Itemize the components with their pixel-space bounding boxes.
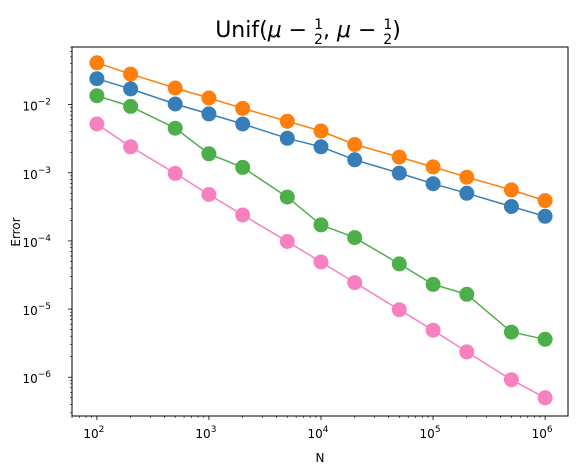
data-point	[89, 55, 105, 71]
x-tick-label: 104	[307, 425, 328, 441]
data-point	[503, 372, 519, 388]
data-point	[347, 230, 363, 246]
data-point	[503, 199, 519, 214]
data-point	[503, 182, 519, 198]
data-point	[123, 66, 139, 82]
plot-frame	[71, 46, 569, 417]
data-point	[201, 106, 217, 122]
data-point	[391, 165, 407, 181]
data-point	[459, 286, 475, 302]
data-point	[425, 276, 441, 292]
data-point	[425, 159, 441, 175]
data-point	[279, 234, 295, 249]
data-point	[537, 331, 553, 347]
data-point	[459, 185, 475, 201]
x-axis-label: N	[316, 451, 325, 465]
y-tick-label: 10−2	[22, 98, 51, 114]
data-point	[123, 81, 139, 97]
data-point	[201, 146, 217, 162]
x-tick-label: 106	[532, 425, 553, 441]
y-tick-label: 10−5	[22, 302, 51, 318]
data-point	[235, 116, 251, 132]
data-point	[459, 169, 475, 185]
data-point	[313, 217, 329, 233]
data-point	[167, 165, 183, 181]
y-tick-label: 10−6	[22, 370, 51, 386]
data-point	[167, 120, 183, 136]
data-point	[537, 193, 553, 209]
data-point	[347, 152, 363, 168]
chart-title: Unif(μ − 1 2, μ − 1 2)	[215, 17, 401, 48]
data-point	[391, 302, 407, 318]
data-point	[235, 100, 251, 116]
y-axis-label: Error	[9, 217, 23, 246]
data-point	[347, 275, 363, 291]
y-tick-label: 10−3	[22, 166, 51, 182]
data-point	[201, 90, 217, 106]
data-point	[167, 96, 183, 112]
data-point	[279, 113, 295, 129]
data-point	[313, 254, 329, 270]
data-point	[89, 116, 105, 132]
data-point	[235, 207, 251, 223]
data-point	[167, 80, 183, 96]
y-tick-label: 10−4	[22, 234, 51, 250]
data-point	[235, 159, 251, 175]
data-point	[537, 390, 553, 406]
data-point	[279, 130, 295, 146]
x-tick-label: 102	[83, 425, 104, 441]
data-point	[279, 189, 295, 205]
data-point	[89, 71, 105, 87]
data-point	[425, 176, 441, 192]
data-point	[391, 149, 407, 165]
data-point	[89, 88, 105, 104]
data-point	[425, 322, 441, 338]
data-point	[313, 123, 329, 139]
data-point	[313, 139, 329, 155]
data-point	[201, 187, 217, 202]
data-point	[123, 139, 139, 155]
x-tick-label: 105	[420, 425, 441, 441]
x-tick-label: 103	[195, 425, 216, 441]
data-point	[537, 208, 553, 224]
data-point	[459, 344, 475, 360]
data-point	[391, 256, 407, 272]
data-point	[347, 137, 363, 152]
data-point	[503, 324, 519, 340]
data-point	[123, 98, 139, 114]
